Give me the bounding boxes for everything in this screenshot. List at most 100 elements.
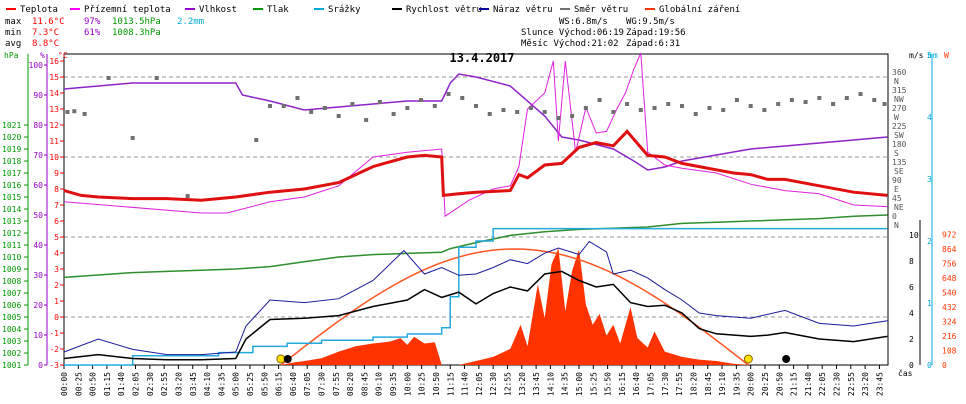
wind-dir-point bbox=[693, 112, 698, 116]
pct-tick: 60 bbox=[33, 181, 43, 190]
wind-dir-point bbox=[597, 98, 602, 102]
hpa-tick: 1012 bbox=[2, 229, 21, 238]
hpa-tick: 1004 bbox=[2, 325, 21, 334]
wind-dir-point bbox=[72, 109, 77, 114]
wind-dir-point bbox=[364, 118, 369, 122]
stats-block: max 11.6°C 97% 1013.5hPa 2.2mm min 7.3°C… bbox=[5, 17, 204, 49]
wind-dir-point bbox=[130, 136, 135, 140]
time-tick: 19:10 bbox=[718, 372, 727, 396]
time-tick: 16:40 bbox=[632, 372, 641, 396]
wind-dir-tick-lbl: S bbox=[894, 149, 899, 158]
series-temperature bbox=[63, 129, 888, 202]
degc-tick: 11 bbox=[49, 137, 59, 146]
time-tick: 10:25 bbox=[418, 372, 427, 396]
wind-dir-point bbox=[666, 102, 671, 106]
hpa-tick: 1005 bbox=[2, 313, 21, 322]
time-tick: 08:45 bbox=[360, 372, 369, 396]
wind-dir-tick-lbl: SW bbox=[894, 131, 904, 140]
time-tick: 07:30 bbox=[318, 372, 327, 396]
time-tick: 11:40 bbox=[461, 372, 470, 396]
pct-tick: 50 bbox=[33, 211, 43, 220]
w-tick: 756 bbox=[942, 259, 957, 268]
stat-avg-label: avg bbox=[5, 39, 21, 49]
pct-tick: 0 bbox=[38, 361, 43, 370]
wind-dir-point bbox=[446, 92, 451, 96]
wind-dir-point bbox=[322, 106, 327, 110]
w-tick: 972 bbox=[942, 230, 957, 239]
time-tick: 12:05 bbox=[475, 372, 484, 396]
wind-dir-tick-deg: 360 bbox=[892, 68, 907, 77]
wind-dir-tick-deg: 225 bbox=[892, 122, 907, 131]
wind-dir-point bbox=[82, 112, 87, 116]
time-tick: 09:10 bbox=[375, 372, 384, 396]
legend-label: Teplota bbox=[20, 5, 58, 15]
wind-dir-tick-deg: 135 bbox=[892, 158, 907, 167]
time-tick: 07:55 bbox=[332, 372, 341, 396]
wind-dir-point bbox=[762, 108, 767, 112]
wind-dir-point bbox=[844, 96, 849, 100]
degc-tick: -1 bbox=[49, 329, 59, 338]
wind-dir-tick-deg: 90 bbox=[892, 176, 902, 185]
time-tick: 00:25 bbox=[74, 372, 83, 396]
time-tick: 12:55 bbox=[503, 372, 512, 396]
time-tick: 00:00 bbox=[60, 372, 69, 396]
w-axis-title: W bbox=[944, 51, 949, 60]
pct-tick: 90 bbox=[33, 91, 43, 100]
stat-max-hum: 97% bbox=[84, 17, 101, 27]
w-tick: 864 bbox=[942, 245, 957, 254]
stat-max-label: max bbox=[5, 17, 22, 27]
degc-tick: 1 bbox=[54, 297, 59, 306]
hpa-tick: 1009 bbox=[2, 265, 21, 274]
pct-tick: 30 bbox=[33, 271, 43, 280]
series-precipitation bbox=[64, 227, 888, 366]
time-tick: 05:50 bbox=[260, 372, 269, 396]
wind-dir-point bbox=[460, 96, 465, 100]
wind-dir-point bbox=[680, 104, 684, 108]
left-axes: hPa% °C1001100210031004100510061007100810… bbox=[2, 51, 68, 370]
sunset-marker bbox=[743, 354, 753, 364]
wind-dir-point bbox=[611, 110, 616, 114]
stat-max-press: 1013.5hPa bbox=[112, 17, 161, 27]
time-tick: 02:30 bbox=[146, 372, 155, 396]
series-wind-gust bbox=[63, 240, 888, 356]
legend-label: Náraz větru bbox=[493, 5, 553, 15]
hpa-tick: 1002 bbox=[2, 349, 21, 358]
time-tick: 21:40 bbox=[804, 372, 813, 396]
wind-dir-point bbox=[377, 100, 382, 104]
wind-dir-point bbox=[65, 110, 70, 114]
degc-tick: 13 bbox=[49, 105, 59, 114]
time-tick: 02:05 bbox=[132, 372, 141, 396]
series-ground-temperature bbox=[63, 52, 888, 218]
time-tick: 10:00 bbox=[403, 372, 412, 396]
time-tick: 01:15 bbox=[103, 372, 112, 396]
time-tick: 02:55 bbox=[160, 372, 169, 396]
hpa-tick: 1017 bbox=[2, 169, 21, 178]
wind-dir-point bbox=[789, 98, 794, 102]
wind-dir-tick-deg: 315 bbox=[892, 86, 907, 95]
mm-tick: 2 bbox=[927, 237, 932, 246]
time-tick: 10:50 bbox=[432, 372, 441, 396]
degc-tick: 4 bbox=[54, 249, 59, 258]
degc-tick: -3 bbox=[49, 361, 59, 370]
hpa-tick: 1007 bbox=[2, 289, 21, 298]
degc-axis-title: °C bbox=[58, 51, 68, 60]
time-tick: 14:10 bbox=[546, 372, 555, 396]
mm-tick: 5 bbox=[927, 51, 932, 60]
legend-label: Vlhkost bbox=[199, 5, 237, 15]
hpa-tick: 1010 bbox=[2, 253, 21, 262]
wind-dir-point bbox=[254, 138, 259, 142]
ms-axis-title: m/s bbox=[909, 51, 924, 60]
info-moon-set: Západ:6:31 bbox=[626, 39, 680, 49]
degc-tick: 3 bbox=[54, 265, 59, 274]
wind-dir-point bbox=[154, 76, 159, 80]
degc-tick: 5 bbox=[54, 233, 59, 242]
time-tick: 14:35 bbox=[561, 372, 570, 396]
wind-dir-point bbox=[336, 114, 341, 118]
series-solar-radiation bbox=[64, 248, 888, 365]
wind-dir-point bbox=[721, 108, 726, 112]
wind-dir-point bbox=[583, 106, 588, 110]
mm-tick: 4 bbox=[927, 113, 932, 122]
wind-dir-point bbox=[487, 112, 492, 116]
wind-dir-tick-lbl: NE bbox=[894, 203, 904, 212]
